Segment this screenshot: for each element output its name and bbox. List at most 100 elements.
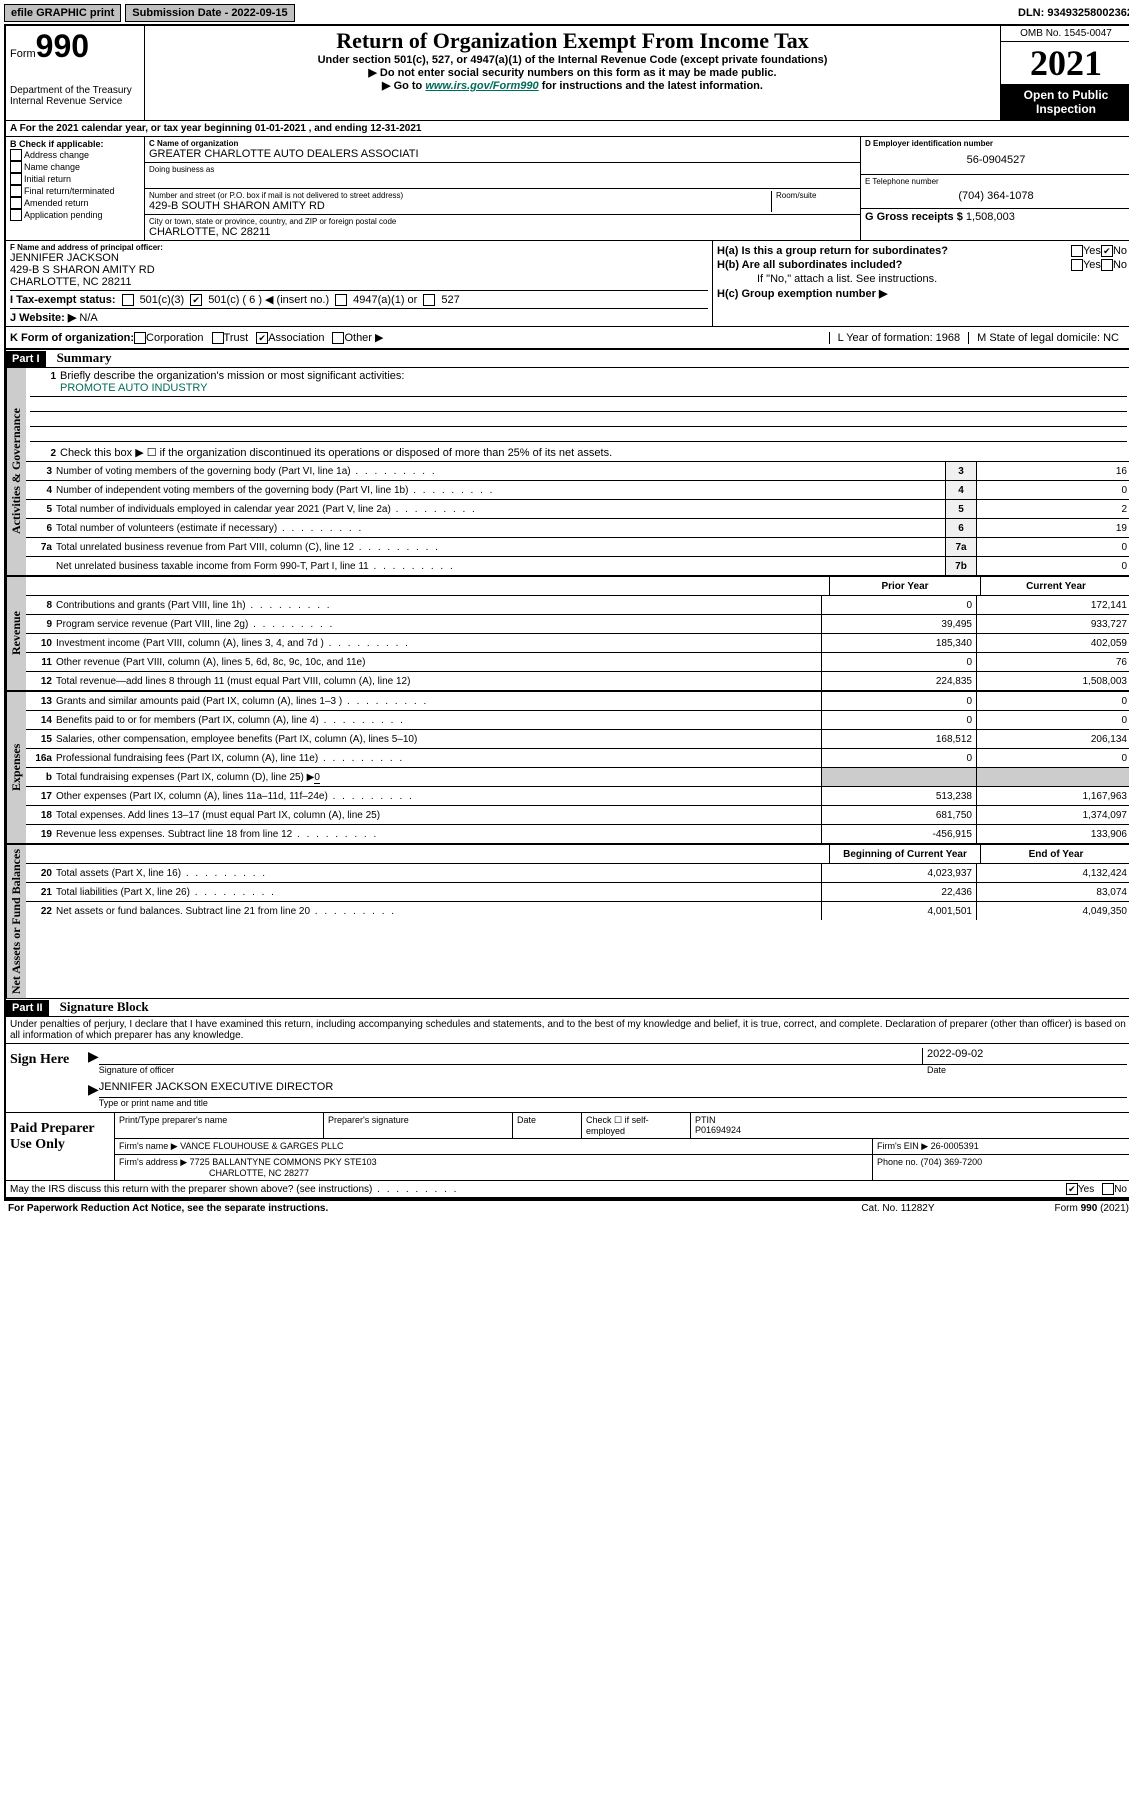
form-note2: ▶ Go to www.irs.gov/Form990 for instruct…	[151, 79, 994, 92]
tax-year: 2021	[1001, 42, 1129, 84]
cb-hb-yes[interactable]	[1071, 259, 1083, 271]
c19: 133,906	[976, 825, 1129, 843]
irs-label: Internal Revenue Service	[10, 96, 140, 107]
top-toolbar: efile GRAPHIC print Submission Date - 20…	[4, 4, 1129, 22]
cb-name[interactable]	[10, 161, 22, 173]
submission-date-button[interactable]: Submission Date - 2022-09-15	[125, 4, 294, 22]
net-assets-section: Net Assets or Fund Balances Beginning of…	[6, 843, 1129, 999]
header-right: OMB No. 1545-0047 2021 Open to Public In…	[1000, 26, 1129, 120]
cb-501c[interactable]: ✔	[190, 294, 202, 306]
d-label: D Employer identification number	[865, 139, 1127, 148]
cb-hb-no[interactable]	[1101, 259, 1113, 271]
mission-text: PROMOTE AUTO INDUSTRY	[30, 382, 1127, 397]
omb-label: OMB No. 1545-0047	[1001, 26, 1129, 42]
dept-label: Department of the Treasury	[10, 85, 140, 96]
end-year-hdr: End of Year	[980, 845, 1129, 863]
part2-badge: Part II	[6, 1000, 49, 1016]
may-irs-text: May the IRS discuss this return with the…	[10, 1184, 1066, 1195]
begin-year-hdr: Beginning of Current Year	[829, 845, 980, 863]
city-label: City or town, state or province, country…	[149, 217, 856, 226]
4947-label: 4947(a)(1) or	[353, 294, 417, 306]
paid-prep-label: Paid Preparer Use Only	[6, 1113, 114, 1180]
l14-text: Benefits paid to or for members (Part IX…	[56, 713, 821, 728]
cb-init[interactable]	[10, 173, 22, 185]
org-city: CHARLOTTE, NC 28211	[149, 226, 856, 238]
cb-trust[interactable]	[212, 332, 224, 344]
footer-right: Form 990 (2021)	[1055, 1203, 1129, 1214]
corp-label: Corporation	[146, 332, 203, 344]
revenue-section: Revenue Prior YearCurrent Year 8Contribu…	[6, 575, 1129, 690]
l16a-text: Professional fundraising fees (Part IX, …	[56, 751, 821, 766]
phone-value: (704) 364-1078	[865, 186, 1127, 206]
cb-ha-no[interactable]: ✔	[1101, 245, 1113, 257]
cb-4947[interactable]	[335, 294, 347, 306]
irs-no-label: No	[1114, 1184, 1127, 1195]
cb-irs-no[interactable]	[1102, 1183, 1114, 1195]
cb-other[interactable]	[332, 332, 344, 344]
org-address: 429-B SOUTH SHARON AMITY RD	[149, 200, 771, 212]
i-label: I Tax-exempt status:	[10, 294, 116, 306]
l12-text: Total revenue—add lines 8 through 11 (mu…	[56, 674, 821, 689]
cb-527[interactable]	[423, 294, 435, 306]
cb-corp[interactable]	[134, 332, 146, 344]
c10: 402,059	[976, 634, 1129, 652]
cb-amend[interactable]	[10, 197, 22, 209]
addr-label: Number and street (or P.O. box if mail i…	[149, 191, 771, 200]
l-label: L Year of formation: 1968	[829, 332, 969, 344]
prep-sig-label: Preparer's signature	[324, 1113, 513, 1138]
officer-print-name: JENNIFER JACKSON EXECUTIVE DIRECTOR	[99, 1081, 1127, 1098]
l21-text: Total liabilities (Part X, line 26)	[56, 885, 821, 900]
v6: 19	[976, 519, 1129, 537]
cb-ha-yes[interactable]	[1071, 245, 1083, 257]
cb-final[interactable]	[10, 185, 22, 197]
l8-text: Contributions and grants (Part VIII, lin…	[56, 598, 821, 613]
ha-yes-label: Yes	[1083, 245, 1101, 257]
row-k: K Form of organization: Corporation Trus…	[6, 327, 1129, 350]
cb-addr[interactable]	[10, 149, 22, 161]
sig-date: 2022-09-02	[922, 1048, 1127, 1064]
prep-phone: (704) 369-7200	[921, 1157, 983, 1167]
cb-app[interactable]	[10, 209, 22, 221]
c20: 4,132,424	[976, 864, 1129, 882]
l2-text: Check this box ▶ ☐ if the organization d…	[60, 447, 612, 459]
v7a: 0	[976, 538, 1129, 556]
irs-link[interactable]: www.irs.gov/Form990	[425, 80, 538, 92]
firm-ein: 26-0005391	[931, 1141, 979, 1151]
cb-init-label: Initial return	[24, 174, 71, 184]
prior-year-hdr: Prior Year	[829, 577, 980, 595]
l1-text: Briefly describe the organization's miss…	[60, 370, 404, 382]
arrow-icon: ▶	[88, 1081, 99, 1108]
e-label: E Telephone number	[865, 177, 1127, 186]
p13: 0	[821, 692, 976, 710]
check-self-label: Check ☐ if self-employed	[582, 1113, 691, 1138]
sign-here-section: Sign Here ▶ 2022-09-02 Signature of offi…	[6, 1044, 1129, 1113]
assoc-label: Association	[268, 332, 324, 344]
c12: 1,508,003	[976, 672, 1129, 690]
hb-no-label: No	[1113, 259, 1127, 271]
dba-label: Doing business as	[149, 165, 856, 174]
vtab-expenses: Expenses	[6, 692, 26, 843]
l5-text: Total number of individuals employed in …	[56, 502, 945, 517]
page-footer: For Paperwork Reduction Act Notice, see …	[4, 1201, 1129, 1216]
part1-badge: Part I	[6, 351, 46, 367]
c9: 933,727	[976, 615, 1129, 633]
l19-text: Revenue less expenses. Subtract line 18 …	[56, 827, 821, 842]
c8: 172,141	[976, 596, 1129, 614]
header-center: Return of Organization Exempt From Incom…	[145, 26, 1000, 120]
part1-title: Summary	[57, 350, 112, 365]
p21: 22,436	[821, 883, 976, 901]
v5: 2	[976, 500, 1129, 518]
b-label: B Check if applicable:	[10, 139, 140, 149]
hc-label: H(c) Group exemption number ▶	[717, 287, 887, 300]
paid-preparer-section: Paid Preparer Use Only Print/Type prepar…	[6, 1113, 1129, 1181]
c13: 0	[976, 692, 1129, 710]
vtab-netassets: Net Assets or Fund Balances	[6, 845, 26, 998]
c14: 0	[976, 711, 1129, 729]
sign-here-label: Sign Here	[6, 1044, 84, 1112]
l18-text: Total expenses. Add lines 13–17 (must eq…	[56, 808, 821, 823]
l4-text: Number of independent voting members of …	[56, 483, 945, 498]
efile-button[interactable]: efile GRAPHIC print	[4, 4, 121, 22]
cb-501c3[interactable]	[122, 294, 134, 306]
cb-irs-yes[interactable]: ✔	[1066, 1183, 1078, 1195]
cb-assoc[interactable]: ✔	[256, 332, 268, 344]
